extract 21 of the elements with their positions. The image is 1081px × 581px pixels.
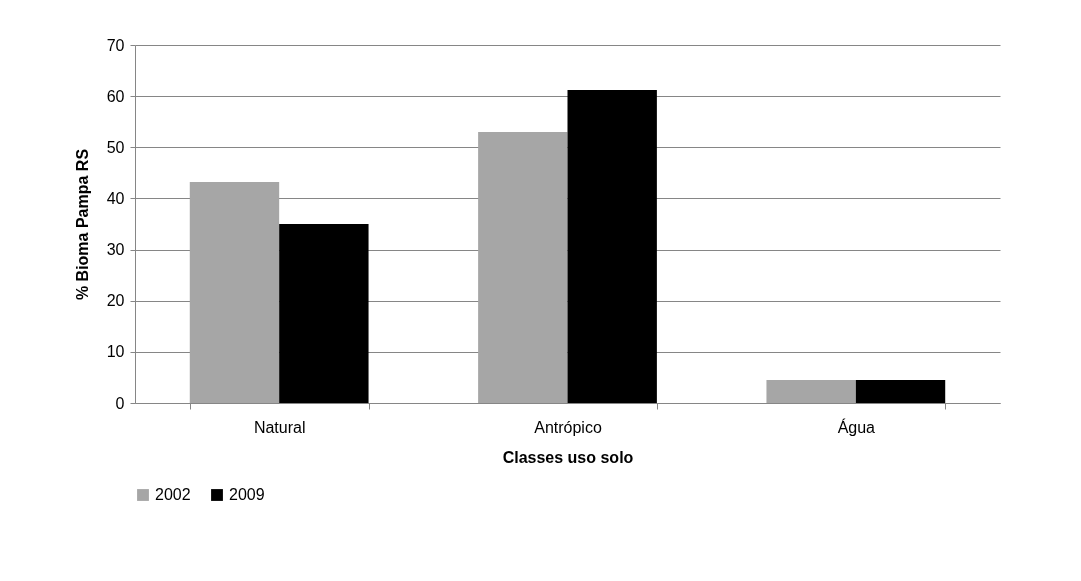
y-tick-label: 10 <box>106 343 125 361</box>
bar <box>478 131 568 403</box>
legend-label: 2009 <box>229 486 265 503</box>
y-axis-title: % Bioma Pampa RS <box>73 148 91 301</box>
y-tick-label: 40 <box>106 189 125 207</box>
y-tick-label: 60 <box>106 87 125 105</box>
y-tick-label: 0 <box>115 394 125 412</box>
y-tick-label: 30 <box>106 241 125 259</box>
x-axis-title: Classes uso solo <box>502 448 634 466</box>
bar <box>189 182 280 403</box>
y-tick-label: 70 <box>106 36 125 54</box>
y-tick-label: 50 <box>106 138 125 156</box>
bar <box>766 379 856 403</box>
x-tick-label: Antrópico <box>534 418 602 436</box>
y-tick-label: 20 <box>106 292 125 310</box>
x-tick-label: Água <box>837 417 876 436</box>
x-tick-label: Natural <box>253 418 306 436</box>
legend-label: 2002 <box>155 486 191 503</box>
bar <box>855 379 946 403</box>
bar <box>567 90 657 403</box>
bar <box>279 224 369 403</box>
